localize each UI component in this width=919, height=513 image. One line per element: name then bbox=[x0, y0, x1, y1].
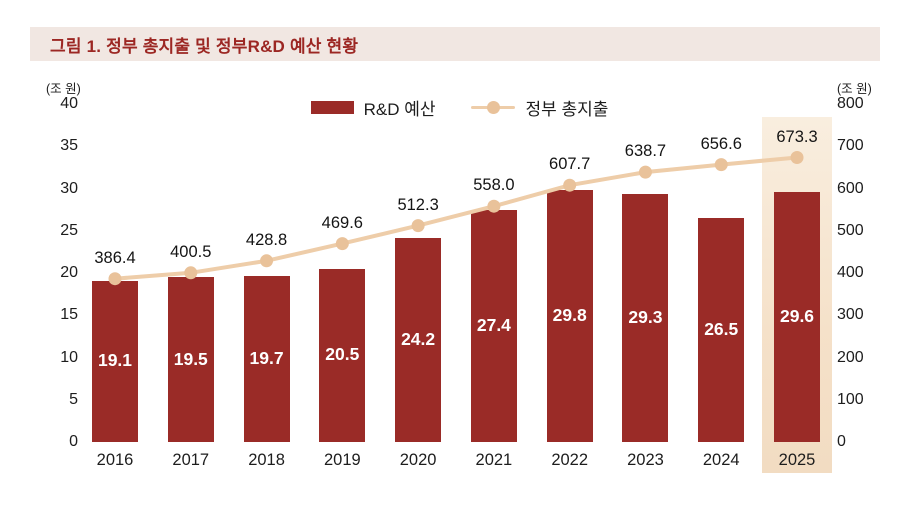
bar-value-label-2016: 19.1 bbox=[97, 350, 133, 371]
y-axis-right-tick: 800 bbox=[837, 95, 864, 112]
bar-value-label-2020: 24.2 bbox=[401, 328, 436, 349]
y-axis-right-tick: 0 bbox=[837, 433, 846, 450]
y-axis-right-tick: 700 bbox=[837, 137, 864, 155]
line-value-label-2025: 673.3 bbox=[776, 127, 818, 146]
y-axis-right-tick: 500 bbox=[837, 221, 864, 239]
figure-title-band: 그림 1. 정부 총지출 및 정부R&D 예산 현황 bbox=[30, 27, 880, 61]
line-point-2024 bbox=[714, 158, 728, 172]
x-axis-label-2019: 2019 bbox=[323, 451, 361, 469]
y-axis-right-tick: 400 bbox=[837, 264, 864, 281]
y-axis-right-tick: 100 bbox=[837, 390, 864, 408]
y-axis-right-tick: 300 bbox=[837, 306, 864, 324]
bar-value-label-2018: 19.7 bbox=[249, 347, 284, 368]
legend-bar-swatch bbox=[310, 100, 354, 114]
line-value-label-2017: 400.5 bbox=[170, 242, 212, 261]
y-axis-left-tick: 5 bbox=[69, 390, 78, 408]
chart-legend: R&D 예산 정부 총지출 bbox=[0, 96, 919, 119]
x-axis-label-2021: 2021 bbox=[475, 451, 513, 469]
line-value-label-2024: 656.6 bbox=[700, 134, 742, 153]
x-axis-label-2022: 2022 bbox=[551, 451, 589, 469]
y-axis-left-tick: 15 bbox=[60, 306, 78, 324]
line-value-label-2020: 512.3 bbox=[397, 195, 439, 214]
line-point-2019 bbox=[335, 237, 349, 251]
y-axis-left-tick: 0 bbox=[69, 433, 78, 450]
x-axis-label-2016: 2016 bbox=[96, 451, 134, 469]
legend-line-label: 정부 총지출 bbox=[525, 99, 609, 119]
bar-value-label-2021: 27.4 bbox=[476, 315, 511, 336]
line-point-2023 bbox=[638, 165, 652, 179]
line-value-label-2019: 469.6 bbox=[321, 213, 363, 232]
y-axis-left-tick: 10 bbox=[60, 348, 78, 366]
x-axis-label-2018: 2018 bbox=[248, 451, 285, 469]
y-axis-right-tick: 200 bbox=[837, 348, 864, 366]
left-axis-unit-label: (조 원) bbox=[46, 82, 81, 96]
line-value-label-2016: 386.4 bbox=[94, 248, 136, 267]
legend-bar-label: R&D 예산 bbox=[363, 99, 436, 119]
legend-line-marker-icon bbox=[486, 100, 500, 114]
figure-title: 그림 1. 정부 총지출 및 정부R&D 예산 현황 bbox=[50, 36, 359, 56]
x-axis-label-2017: 2017 bbox=[172, 451, 210, 469]
bar-2019 bbox=[319, 268, 366, 442]
line-value-label-2021: 558.0 bbox=[473, 176, 515, 195]
line-point-2020 bbox=[411, 219, 425, 233]
y-axis-left-tick: 20 bbox=[60, 264, 78, 281]
y-axis-left-tick: 35 bbox=[60, 137, 78, 155]
x-axis-label-2020: 2020 bbox=[399, 451, 437, 469]
y-axis-left-tick: 40 bbox=[60, 95, 78, 112]
right-axis-unit-label: (조 원) bbox=[837, 82, 872, 96]
bar-value-label-2025: 29.6 bbox=[779, 305, 815, 326]
y-axis-left-tick: 25 bbox=[60, 221, 78, 239]
legend-line-swatch bbox=[471, 100, 516, 114]
bar-value-label-2022: 29.8 bbox=[552, 305, 587, 326]
x-axis-label-2024: 2024 bbox=[702, 451, 740, 469]
y-axis-left-tick: 30 bbox=[60, 179, 78, 197]
bar-value-label-2024: 26.5 bbox=[704, 319, 739, 340]
x-axis-label-2025: 2025 bbox=[778, 451, 816, 469]
bar-value-label-2019: 20.5 bbox=[325, 344, 360, 365]
line-point-2018 bbox=[260, 254, 274, 268]
bar-2016 bbox=[92, 280, 138, 442]
y-axis-right-tick: 600 bbox=[837, 179, 864, 197]
bar-2018 bbox=[243, 275, 290, 442]
bar-2017 bbox=[167, 277, 214, 442]
bar-value-label-2023: 29.3 bbox=[628, 307, 663, 328]
line-value-label-2023: 638.7 bbox=[624, 142, 667, 161]
line-value-label-2022: 607.7 bbox=[549, 155, 591, 174]
x-axis-label-2023: 2023 bbox=[627, 451, 664, 469]
line-value-label-2018: 428.8 bbox=[245, 230, 288, 249]
bar-value-label-2017: 19.5 bbox=[173, 348, 208, 369]
